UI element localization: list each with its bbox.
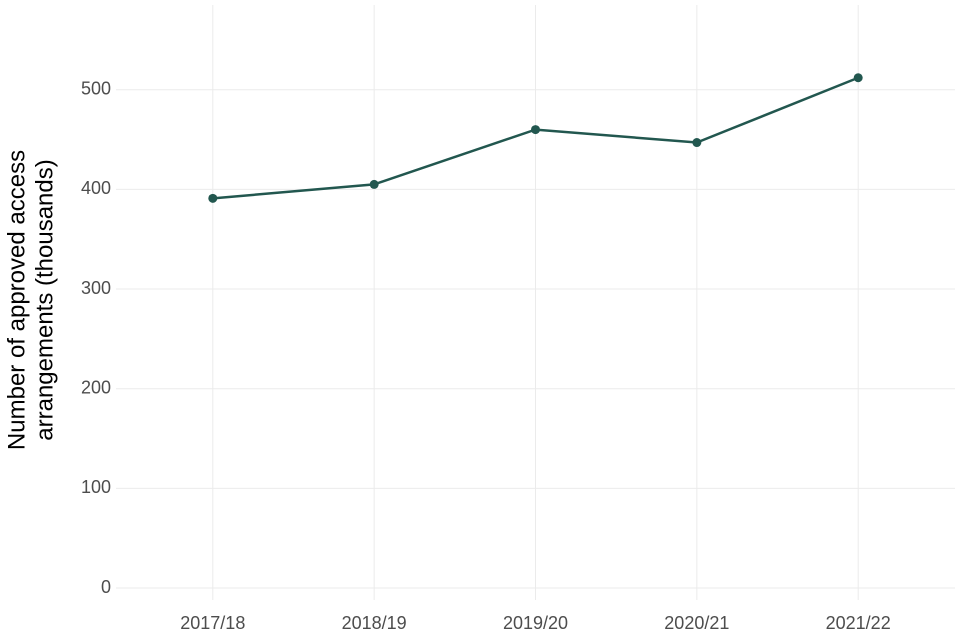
x-tick-label: 2019/20 (503, 613, 568, 633)
y-axis-title-line: arrangements (thousands) (31, 159, 58, 440)
y-tick-label: 300 (81, 278, 111, 298)
y-tick-label: 400 (81, 178, 111, 198)
point (369, 179, 379, 189)
y-tick-label: 200 (81, 377, 111, 397)
x-tick-label: 2021/22 (826, 613, 891, 633)
x-tick-label: 2020/21 (664, 613, 729, 633)
point (853, 73, 863, 83)
point (531, 125, 540, 135)
y-axis-title-line: Number of approved access (3, 150, 30, 450)
point (692, 138, 702, 148)
y-tick-label: 100 (81, 477, 111, 497)
x-tick-label: 2017/18 (180, 613, 245, 633)
y-axis-title: Number of approved access arrangements (… (3, 150, 58, 450)
x-tick-label: 2018/19 (342, 613, 407, 633)
y-tick-label: 0 (101, 577, 111, 597)
point (208, 193, 218, 203)
y-tick-label: 500 (81, 78, 111, 98)
